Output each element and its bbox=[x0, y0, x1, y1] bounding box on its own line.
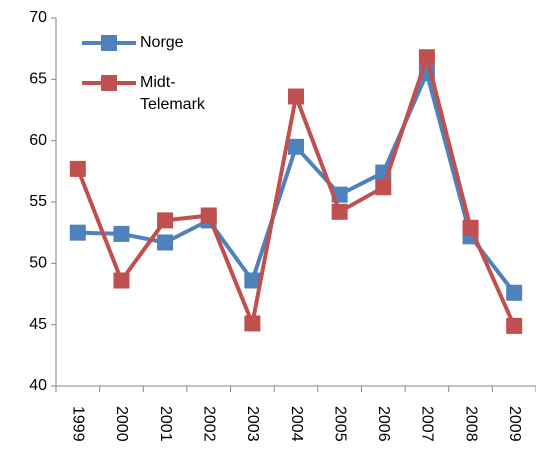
x-tick-label: 2007 bbox=[419, 406, 436, 442]
x-tick-label: 2001 bbox=[157, 406, 174, 442]
marker bbox=[288, 138, 304, 155]
marker bbox=[418, 49, 435, 66]
marker bbox=[462, 219, 479, 236]
y-tick-label: 40 bbox=[29, 377, 47, 394]
y-tick-label: 45 bbox=[29, 316, 47, 333]
marker bbox=[200, 207, 217, 224]
marker bbox=[157, 212, 174, 229]
marker bbox=[157, 234, 174, 251]
marker bbox=[244, 272, 261, 289]
legend-marker bbox=[101, 35, 117, 51]
legend-label: Midt-Telemark bbox=[140, 74, 206, 113]
marker bbox=[331, 203, 348, 220]
marker bbox=[506, 317, 523, 334]
marker bbox=[244, 315, 261, 332]
x-tick-label: 2005 bbox=[331, 406, 348, 442]
legend-marker bbox=[101, 75, 117, 91]
y-tick-label: 55 bbox=[29, 193, 47, 210]
marker bbox=[506, 284, 523, 301]
x-tick-label: 2009 bbox=[506, 406, 523, 442]
x-tick-label: 2008 bbox=[462, 406, 479, 442]
y-tick-label: 50 bbox=[29, 255, 47, 272]
x-tick-label: 2006 bbox=[375, 406, 392, 442]
marker bbox=[288, 88, 304, 105]
x-tick-label: 1999 bbox=[70, 406, 87, 442]
y-tick-label: 60 bbox=[29, 132, 47, 149]
marker bbox=[113, 225, 130, 242]
marker bbox=[113, 272, 130, 289]
legend-label: Norge bbox=[140, 34, 184, 51]
x-tick-label: 2004 bbox=[288, 406, 305, 442]
x-tick-label: 2000 bbox=[113, 406, 130, 442]
marker bbox=[69, 224, 86, 241]
x-tick-label: 2002 bbox=[200, 406, 217, 442]
marker bbox=[69, 160, 86, 177]
y-tick-label: 65 bbox=[29, 71, 47, 88]
x-tick-label: 2003 bbox=[244, 406, 261, 442]
y-tick-label: 70 bbox=[29, 9, 47, 26]
marker bbox=[375, 179, 392, 196]
